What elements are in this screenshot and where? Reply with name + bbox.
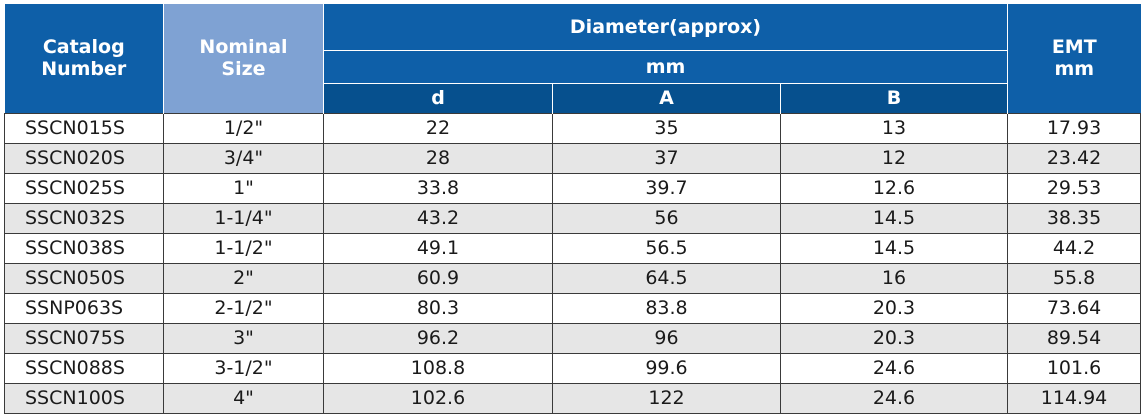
cell-nominal-size: 3-1/2"	[163, 352, 324, 384]
cell-a: 64.5	[552, 262, 781, 294]
cell-catalog-number: SSNP063S	[4, 292, 164, 324]
header-col-b: B	[780, 83, 1009, 113]
cell-d: 28	[323, 142, 553, 174]
cell-nominal-size: 3"	[163, 322, 324, 354]
cell-catalog-number: SSCN032S	[4, 202, 164, 234]
cell-b: 20.3	[779, 292, 1009, 324]
cell-emt: 89.54	[1007, 322, 1142, 354]
cell-nominal-size: 1-1/2"	[163, 232, 324, 264]
header-diameter-unit: mm	[323, 50, 1009, 84]
cell-nominal-size: 2-1/2"	[163, 292, 324, 324]
spec-table: Catalog Number Nominal Size Diameter(app…	[4, 4, 1142, 414]
cell-a: 83.8	[552, 292, 781, 324]
header-catalog-number: Catalog Number	[4, 4, 164, 113]
cell-emt: 101.6	[1007, 352, 1142, 384]
cell-d: 80.3	[323, 292, 553, 324]
cell-b: 14.5	[779, 202, 1009, 234]
header-col-a: A	[552, 83, 781, 113]
cell-a: 35	[552, 112, 781, 144]
cell-d: 33.8	[323, 172, 553, 204]
cell-catalog-number: SSCN025S	[4, 172, 164, 204]
spec-table-container: Catalog Number Nominal Size Diameter(app…	[4, 4, 1142, 414]
table-row: SSCN038S 1-1/2" 49.1 56.5 14.5 44.2	[4, 232, 1142, 264]
table-row: SSCN015S 1/2" 22 35 13 17.93	[4, 112, 1142, 144]
table-row: SSNP063S 2-1/2" 80.3 83.8 20.3 73.64	[4, 292, 1142, 324]
table-row: SSCN020S 3/4" 28 37 12 23.42	[4, 142, 1142, 174]
cell-d: 96.2	[323, 322, 553, 354]
header-diameter: Diameter(approx)	[323, 4, 1009, 51]
cell-a: 99.6	[552, 352, 781, 384]
cell-nominal-size: 1/2"	[163, 112, 324, 144]
cell-d: 22	[323, 112, 553, 144]
cell-a: 37	[552, 142, 781, 174]
cell-b: 12.6	[779, 172, 1009, 204]
cell-b: 13	[779, 112, 1009, 144]
table-header: Catalog Number Nominal Size Diameter(app…	[4, 4, 1141, 113]
header-col-d: d	[323, 83, 553, 113]
table-body: SSCN015S 1/2" 22 35 13 17.93 SSCN020S 3/4" 28 37 1…	[4, 112, 1142, 414]
cell-b: 12	[779, 142, 1009, 174]
cell-emt: 23.42	[1007, 142, 1142, 174]
cell-b: 20.3	[779, 322, 1009, 354]
cell-a: 96	[552, 322, 781, 354]
table-row: SSCN025S 1" 33.8 39.7 12.6 29.53	[4, 172, 1142, 204]
cell-nominal-size: 3/4"	[163, 142, 324, 174]
cell-d: 43.2	[323, 202, 553, 234]
cell-a: 56.5	[552, 232, 781, 264]
cell-catalog-number: SSCN015S	[4, 112, 164, 144]
cell-b: 24.6	[779, 382, 1009, 414]
cell-emt: 44.2	[1007, 232, 1142, 264]
cell-emt: 55.8	[1007, 262, 1142, 294]
cell-nominal-size: 2"	[163, 262, 324, 294]
cell-a: 122	[552, 382, 781, 414]
cell-b: 14.5	[779, 232, 1009, 264]
cell-catalog-number: SSCN038S	[4, 232, 164, 264]
cell-catalog-number: SSCN100S	[4, 382, 164, 414]
cell-d: 49.1	[323, 232, 553, 264]
cell-d: 102.6	[323, 382, 553, 414]
table-row: SSCN088S 3-1/2" 108.8 99.6 24.6 101.6	[4, 352, 1142, 384]
cell-catalog-number: SSCN075S	[4, 322, 164, 354]
cell-nominal-size: 1"	[163, 172, 324, 204]
cell-emt: 114.94	[1007, 382, 1142, 414]
cell-emt: 73.64	[1007, 292, 1142, 324]
table-row: SSCN032S 1-1/4" 43.2 56 14.5 38.35	[4, 202, 1142, 234]
cell-a: 39.7	[552, 172, 781, 204]
cell-d: 108.8	[323, 352, 553, 384]
cell-nominal-size: 1-1/4"	[163, 202, 324, 234]
cell-d: 60.9	[323, 262, 553, 294]
cell-catalog-number: SSCN020S	[4, 142, 164, 174]
cell-a: 56	[552, 202, 781, 234]
cell-catalog-number: SSCN050S	[4, 262, 164, 294]
table-row: SSCN075S 3" 96.2 96 20.3 89.54	[4, 322, 1142, 354]
header-emt: EMT mm	[1007, 4, 1141, 113]
cell-b: 24.6	[779, 352, 1009, 384]
cell-catalog-number: SSCN088S	[4, 352, 164, 384]
cell-nominal-size: 4"	[163, 382, 324, 414]
table-row: SSCN050S 2" 60.9 64.5 16 55.8	[4, 262, 1142, 294]
cell-emt: 38.35	[1007, 202, 1142, 234]
header-nominal-size: Nominal Size	[163, 4, 324, 113]
cell-b: 16	[779, 262, 1009, 294]
cell-emt: 29.53	[1007, 172, 1142, 204]
table-row: SSCN100S 4" 102.6 122 24.6 114.94	[4, 382, 1142, 414]
cell-emt: 17.93	[1007, 112, 1142, 144]
